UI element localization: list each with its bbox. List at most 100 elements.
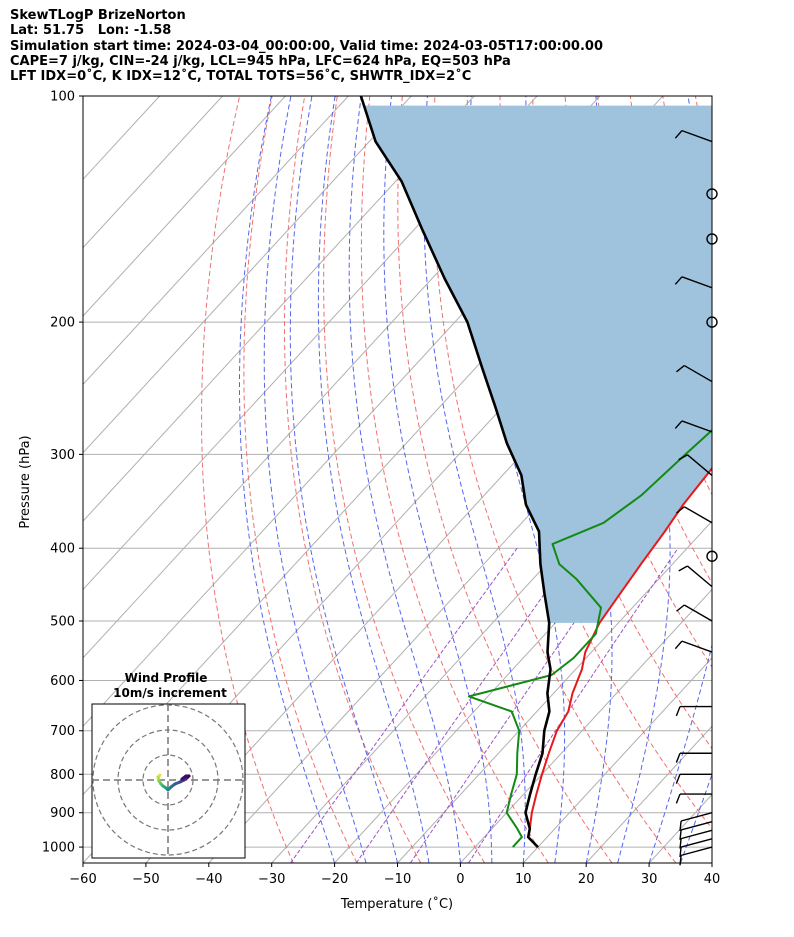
y-tick-label: 700 <box>50 724 75 739</box>
mixing-ratio-line <box>355 547 578 863</box>
wind-barb <box>675 705 712 717</box>
wind-barb-shaft <box>680 820 713 831</box>
wind-barb-flag <box>675 706 681 717</box>
y-tick-label: 300 <box>50 448 75 463</box>
wind-barb-flag <box>674 276 683 285</box>
dry-adiabat <box>397 96 613 863</box>
x-tick-label: −20 <box>321 872 348 887</box>
wind-profile-inset <box>91 703 246 859</box>
dewpoint-profile <box>468 428 712 848</box>
moist-adiabat <box>383 96 493 863</box>
inset-subtitle: 10m/s increment <box>113 686 227 700</box>
x-tick-label: −60 <box>69 872 96 887</box>
wind-barb-shaft <box>687 565 713 588</box>
dry-adiabat <box>728 96 794 863</box>
wind-barb-shaft <box>683 506 713 524</box>
isotherm-line <box>145 246 712 863</box>
calm-wind-marker <box>706 188 718 200</box>
isotherm-line <box>711 862 712 863</box>
x-tick-label: −50 <box>132 872 159 887</box>
inset-plot <box>92 704 245 858</box>
axes: −60 −50 −40 −30 −20 −10 0 10 20 30 40 1000 900 800 700… <box>42 90 720 888</box>
wind-barb-shaft <box>683 604 713 622</box>
cape-area <box>364 105 712 623</box>
wind-barb-shaft <box>681 640 713 653</box>
wind-barb-flag <box>679 855 682 866</box>
calm-wind-marker <box>706 233 718 245</box>
wind-barb-flag <box>676 365 685 373</box>
x-tick-label: 40 <box>704 872 721 887</box>
mixing-ratio-line <box>409 547 627 863</box>
wind-barb-flag <box>676 604 685 612</box>
wind-barb-shaft <box>681 420 713 433</box>
wind-barb <box>676 506 713 524</box>
moist-adiabat <box>317 96 430 863</box>
moist-adiabat <box>289 96 398 863</box>
wind-barb-shaft <box>680 812 713 822</box>
y-tick-label: 600 <box>50 674 75 689</box>
wind-barb-flag <box>679 829 682 840</box>
wind-barb-flag <box>674 420 683 429</box>
stability-indices-line-1: CAPE=7 j/kg, CIN=-24 j/kg, LCL=945 hPa, … <box>10 53 511 69</box>
x-tick-label: −40 <box>195 872 222 887</box>
isotherm-line <box>460 588 712 863</box>
dry-adiabat <box>323 96 485 863</box>
wind-barbs <box>674 129 718 866</box>
x-tick-label: 30 <box>641 872 658 887</box>
wind-barb <box>675 793 712 804</box>
calm-wind-marker <box>706 316 718 328</box>
y-tick-label: 800 <box>50 768 75 783</box>
wind-barb-flag <box>679 847 682 858</box>
moist-adiabat <box>680 773 712 863</box>
hodograph-segment <box>180 774 188 781</box>
wind-barb-shaft <box>680 838 713 848</box>
temperature-profile <box>527 466 712 848</box>
wind-barb <box>679 829 713 849</box>
wind-barb-shaft <box>681 129 713 143</box>
x-tick-label: 10 <box>515 872 532 887</box>
mixing-ratio-line <box>468 547 679 863</box>
moist-adiabat <box>711 861 712 863</box>
wind-barb <box>674 129 713 143</box>
wind-barb <box>674 276 713 289</box>
wind-barb-flag <box>678 454 688 461</box>
stability-indices-line-2: LFT IDX=0˚C, K IDX=12˚C, TOTAL TOTS=56˚C… <box>10 69 472 85</box>
chart-title: SkewTLogP BrizeNorton <box>10 8 186 23</box>
isotherm-line <box>83 96 349 386</box>
wind-barb-flag <box>675 752 681 763</box>
y-tick-label: 100 <box>50 90 75 105</box>
y-tick-label: 400 <box>50 542 75 557</box>
parcel-profile <box>359 96 552 849</box>
wind-barb-flag <box>678 565 688 572</box>
wind-barb <box>676 364 713 383</box>
wind-barb-flag <box>679 838 682 849</box>
inset-title: Wind Profile <box>125 671 208 685</box>
x-tick-label: −10 <box>384 872 411 887</box>
y-tick-label: 900 <box>50 806 75 821</box>
wind-barb-flag <box>676 506 685 514</box>
wind-barb <box>678 454 713 476</box>
x-axis-label: Temperature (˚C) <box>340 896 453 912</box>
wind-barb <box>679 820 713 840</box>
wind-barb-shaft <box>681 276 713 289</box>
y-axis-label: Pressure (hPa) <box>18 435 33 528</box>
wind-barb-shaft <box>680 829 713 840</box>
calm-wind-marker <box>706 550 718 562</box>
isotherm-line <box>522 657 712 863</box>
mixing-ratio-line <box>290 547 518 863</box>
wind-barb-shaft <box>680 846 713 857</box>
wind-barb <box>679 812 713 832</box>
y-tick-label: 200 <box>50 316 75 331</box>
simulation-time-text: Simulation start time: 2024-03-04_00:00:… <box>10 38 603 54</box>
moist-adiabat <box>348 96 461 863</box>
moist-adiabat <box>423 96 526 863</box>
x-tick-label: 0 <box>456 872 464 887</box>
dry-adiabat <box>201 96 294 863</box>
y-tick-label: 1000 <box>42 841 75 856</box>
dry-adiabat <box>243 96 358 863</box>
isotherm-line <box>83 96 223 249</box>
chart-header: SkewTLogP BrizeNorton Lat: 51.75 Lon: -1.… <box>10 8 603 84</box>
isotherm-line <box>397 520 712 863</box>
wind-barb-flag <box>674 640 683 650</box>
